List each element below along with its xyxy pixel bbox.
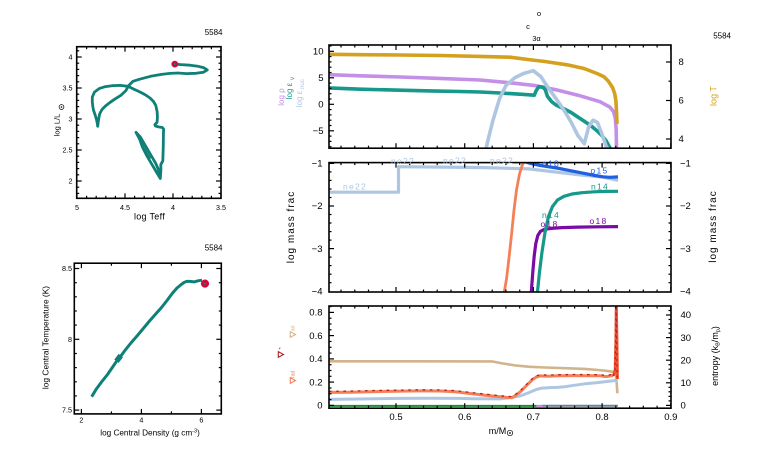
svg-text:2: 2 <box>79 416 83 425</box>
svg-text:entropy (kB/mp): entropy (kB/mp) <box>710 326 722 386</box>
svg-text:log ε: log ε <box>285 82 294 99</box>
svg-text:log ε: log ε <box>295 90 304 107</box>
svg-text:0: 0 <box>681 401 686 412</box>
svg-text:5: 5 <box>75 203 79 212</box>
svg-text:0.7: 0.7 <box>527 412 540 423</box>
svg-text:−2: −2 <box>680 201 691 212</box>
svg-text:30: 30 <box>681 333 692 344</box>
svg-text:2.5: 2.5 <box>63 146 73 155</box>
svg-text:*: * <box>279 347 285 349</box>
svg-text:o15: o15 <box>590 166 608 176</box>
svg-text:ν: ν <box>290 77 296 80</box>
svg-text:0.8: 0.8 <box>309 308 322 319</box>
svg-text:4.5: 4.5 <box>120 203 130 212</box>
svg-text:4: 4 <box>171 203 175 212</box>
svg-text:−2: −2 <box>312 201 323 212</box>
svg-text:0.4: 0.4 <box>309 354 322 365</box>
svg-text:log Central Density (g cm-3): log Central Density (g cm-3) <box>100 429 200 438</box>
svg-text:2: 2 <box>69 177 73 186</box>
svg-text:5: 5 <box>318 73 323 84</box>
svg-text:40: 40 <box>681 310 692 321</box>
svg-text:ne22: ne22 <box>343 182 367 192</box>
svg-text:o18: o18 <box>540 219 558 229</box>
svg-text:0.6: 0.6 <box>458 412 471 423</box>
svg-text:log ρ: log ρ <box>277 88 286 106</box>
svg-text:log mass frac: log mass frac <box>286 191 297 263</box>
svg-text:7.5: 7.5 <box>62 406 72 415</box>
svg-text:−3: −3 <box>680 244 691 255</box>
svg-text:nuc: nuc <box>300 79 306 89</box>
svg-text:8.5: 8.5 <box>62 264 72 273</box>
svg-text:log Central Temperature (K): log Central Temperature (K) <box>41 286 51 389</box>
svg-text:c: c <box>526 22 530 31</box>
svg-text:−5: −5 <box>313 126 324 137</box>
svg-text:10: 10 <box>681 378 692 389</box>
svg-text:0.6: 0.6 <box>309 331 322 342</box>
svg-text:log T: log T <box>709 86 719 106</box>
svg-text:−4: −4 <box>680 286 691 297</box>
svg-text:3.5: 3.5 <box>63 84 73 93</box>
svg-text:ad: ad <box>291 325 297 331</box>
svg-text:3.5: 3.5 <box>216 203 226 212</box>
svg-text:o18: o18 <box>589 216 607 226</box>
svg-text:ne22: ne22 <box>443 156 467 166</box>
svg-text:8: 8 <box>679 57 684 68</box>
svg-text:m/M: m/M <box>489 426 507 436</box>
svg-text:0: 0 <box>317 401 322 412</box>
svg-text:n14: n14 <box>591 182 609 192</box>
svg-text:5584: 5584 <box>205 28 223 37</box>
svg-text:log mass frac: log mass frac <box>708 190 719 262</box>
svg-text:10: 10 <box>313 47 324 58</box>
svg-text:−1: −1 <box>680 159 691 170</box>
svg-text:6: 6 <box>679 96 684 107</box>
svg-text:log L/L: log L/L <box>53 114 62 137</box>
svg-text:4: 4 <box>139 416 143 425</box>
svg-text:20: 20 <box>681 355 692 366</box>
svg-text:3α: 3α <box>532 34 541 43</box>
svg-text:4: 4 <box>69 53 73 62</box>
svg-text:ne22: ne22 <box>391 156 415 166</box>
svg-text:0.2: 0.2 <box>309 377 322 388</box>
svg-text:6: 6 <box>199 416 203 425</box>
svg-text:0: 0 <box>318 100 323 111</box>
svg-text:0.9: 0.9 <box>664 412 677 423</box>
svg-text:o18: o18 <box>542 159 560 169</box>
svg-text:4: 4 <box>679 134 684 145</box>
svg-text:5584: 5584 <box>713 32 731 41</box>
svg-text:0.8: 0.8 <box>595 412 608 423</box>
svg-text:−3: −3 <box>312 244 323 255</box>
svg-text:o: o <box>537 9 541 18</box>
svg-text:3: 3 <box>69 115 73 124</box>
svg-text:n14: n14 <box>542 210 560 220</box>
svg-text:log Teff: log Teff <box>134 212 165 222</box>
svg-text:0.5: 0.5 <box>389 412 402 423</box>
svg-text:ne22: ne22 <box>490 156 514 166</box>
svg-text:8: 8 <box>68 335 72 344</box>
svg-text:−1: −1 <box>312 159 323 170</box>
svg-text:5584: 5584 <box>205 244 223 253</box>
svg-text:−4: −4 <box>312 286 323 297</box>
svg-text:rad: rad <box>291 370 297 378</box>
